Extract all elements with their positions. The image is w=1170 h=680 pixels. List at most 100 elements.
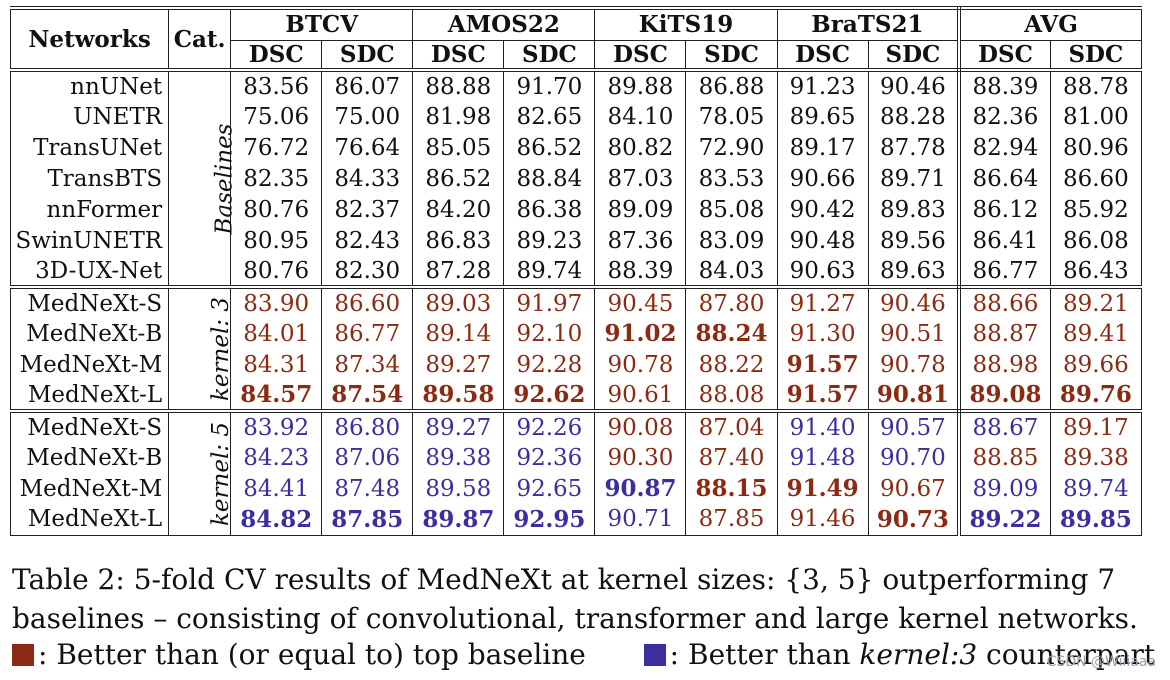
score-cell: 84.82: [230, 504, 323, 536]
score-cell: 88.08: [685, 380, 778, 413]
score-cell: 75.00: [321, 101, 414, 132]
score-cell: 89.56: [868, 225, 962, 256]
score-cell: 87.78: [868, 132, 962, 163]
score-cell: 89.58: [412, 473, 505, 504]
table-row: MedNeXt-B 84.23 87.06 89.38 92.36 90.30 87.40 9…: [9, 442, 1143, 473]
score-cell: 92.62: [503, 380, 596, 413]
network-name: 3D-UX-Net: [9, 256, 170, 289]
score-cell: 84.01: [230, 318, 323, 349]
score-cell: 80.76: [230, 194, 323, 225]
score-cell: 81.98: [412, 101, 505, 132]
score-cell: 91.27: [777, 287, 869, 318]
score-cell: 91.97: [503, 287, 596, 318]
table-row: SwinUNETR 80.95 82.43 86.83 89.23 87.36 83.09 9…: [9, 225, 1143, 256]
score-cell: 86.88: [685, 70, 778, 101]
score-cell: 91.40: [777, 411, 869, 442]
score-cell: 89.27: [412, 411, 505, 442]
score-cell: 89.87: [412, 504, 505, 536]
score-cell: 90.78: [868, 349, 962, 380]
score-cell: 88.39: [959, 70, 1051, 101]
category-cell: Baselines: [168, 70, 238, 289]
table-caption: Table 2: 5-fold CV results of MedNeXt at…: [12, 563, 1138, 635]
score-cell: 83.56: [230, 70, 323, 101]
score-cell: 90.51: [868, 318, 962, 349]
score-cell: 88.98: [959, 349, 1051, 380]
table-row: MedNeXt-B 84.01 86.77 89.14 92.10 91.02 88.24 9…: [9, 318, 1143, 349]
score-cell: 87.28: [412, 256, 505, 289]
score-cell: 89.09: [594, 194, 687, 225]
metric-header: SDC: [321, 40, 414, 72]
score-cell: 89.08: [959, 380, 1051, 413]
score-cell: 90.73: [868, 504, 962, 536]
score-cell: 88.85: [959, 442, 1051, 473]
score-cell: 87.03: [594, 163, 687, 194]
score-cell: 91.57: [777, 349, 869, 380]
score-cell: 89.83: [868, 194, 962, 225]
score-cell: 88.67: [959, 411, 1051, 442]
dataset-header: KiTS19: [594, 6, 778, 41]
category-label: kernel: 5: [208, 421, 235, 526]
score-cell: 92.95: [503, 504, 596, 536]
score-cell: 82.35: [230, 163, 323, 194]
score-cell: 75.06: [230, 101, 323, 132]
table-row: nnUNet Baselines 83.56 86.07 88.88 91.70 89.88…: [9, 70, 1143, 289]
score-cell: 89.74: [1049, 473, 1143, 504]
score-cell: 86.08: [1049, 225, 1143, 256]
score-cell: 89.38: [1049, 442, 1143, 473]
score-cell: 86.60: [1049, 163, 1143, 194]
table-row: MedNeXt-S kernel: 5 83.92 86.80 89.27 92.26 90…: [9, 411, 1143, 536]
score-cell: 82.43: [321, 225, 414, 256]
legend: : Better than (or equal to) top baseline…: [12, 638, 1155, 671]
score-cell: 80.76: [230, 256, 323, 289]
network-name: MedNeXt-M: [9, 473, 170, 504]
score-cell: 86.52: [503, 132, 596, 163]
metric-header: DSC: [959, 40, 1051, 72]
score-cell: 92.28: [503, 349, 596, 380]
score-cell: 89.21: [1049, 287, 1143, 318]
score-cell: 86.12: [959, 194, 1051, 225]
score-cell: 91.23: [777, 70, 869, 101]
score-cell: 90.08: [594, 411, 687, 442]
score-cell: 91.70: [503, 70, 596, 101]
dataset-header: BTCV: [230, 6, 414, 41]
score-cell: 90.70: [868, 442, 962, 473]
metric-header: DSC: [594, 40, 687, 72]
score-cell: 88.28: [868, 101, 962, 132]
score-cell: 91.57: [777, 380, 869, 413]
score-cell: 89.09: [959, 473, 1051, 504]
score-cell: 86.52: [412, 163, 505, 194]
score-cell: 90.61: [594, 380, 687, 413]
networks-header: Networks: [9, 6, 170, 72]
score-cell: 88.22: [685, 349, 778, 380]
score-cell: 86.77: [321, 318, 414, 349]
score-cell: 84.31: [230, 349, 323, 380]
score-cell: 80.96: [1049, 132, 1143, 163]
score-cell: 87.48: [321, 473, 414, 504]
score-cell: 87.36: [594, 225, 687, 256]
dataset-header: BraTS21: [777, 6, 962, 41]
score-cell: 78.05: [685, 101, 778, 132]
score-cell: 89.85: [1049, 504, 1143, 536]
score-cell: 88.39: [594, 256, 687, 289]
score-cell: 89.41: [1049, 318, 1143, 349]
score-cell: 84.23: [230, 442, 323, 473]
score-cell: 89.63: [868, 256, 962, 289]
score-cell: 86.60: [321, 287, 414, 318]
score-cell: 90.81: [868, 380, 962, 413]
score-cell: 90.42: [777, 194, 869, 225]
score-cell: 89.03: [412, 287, 505, 318]
table-row: MedNeXt-S kernel: 3 83.90 86.60 89.03 91.97 90…: [9, 287, 1143, 413]
score-cell: 88.84: [503, 163, 596, 194]
score-cell: 89.65: [777, 101, 869, 132]
legend-blue-italic: kernel:3: [859, 638, 978, 671]
score-cell: 90.63: [777, 256, 869, 289]
score-cell: 83.90: [230, 287, 323, 318]
network-name: MedNeXt-L: [9, 380, 170, 413]
network-name: MedNeXt-L: [9, 504, 170, 536]
score-cell: 91.02: [594, 318, 687, 349]
score-cell: 83.53: [685, 163, 778, 194]
score-cell: 86.77: [959, 256, 1051, 289]
category-header: Cat.: [168, 6, 232, 72]
score-cell: 88.88: [412, 70, 505, 101]
score-cell: 90.78: [594, 349, 687, 380]
